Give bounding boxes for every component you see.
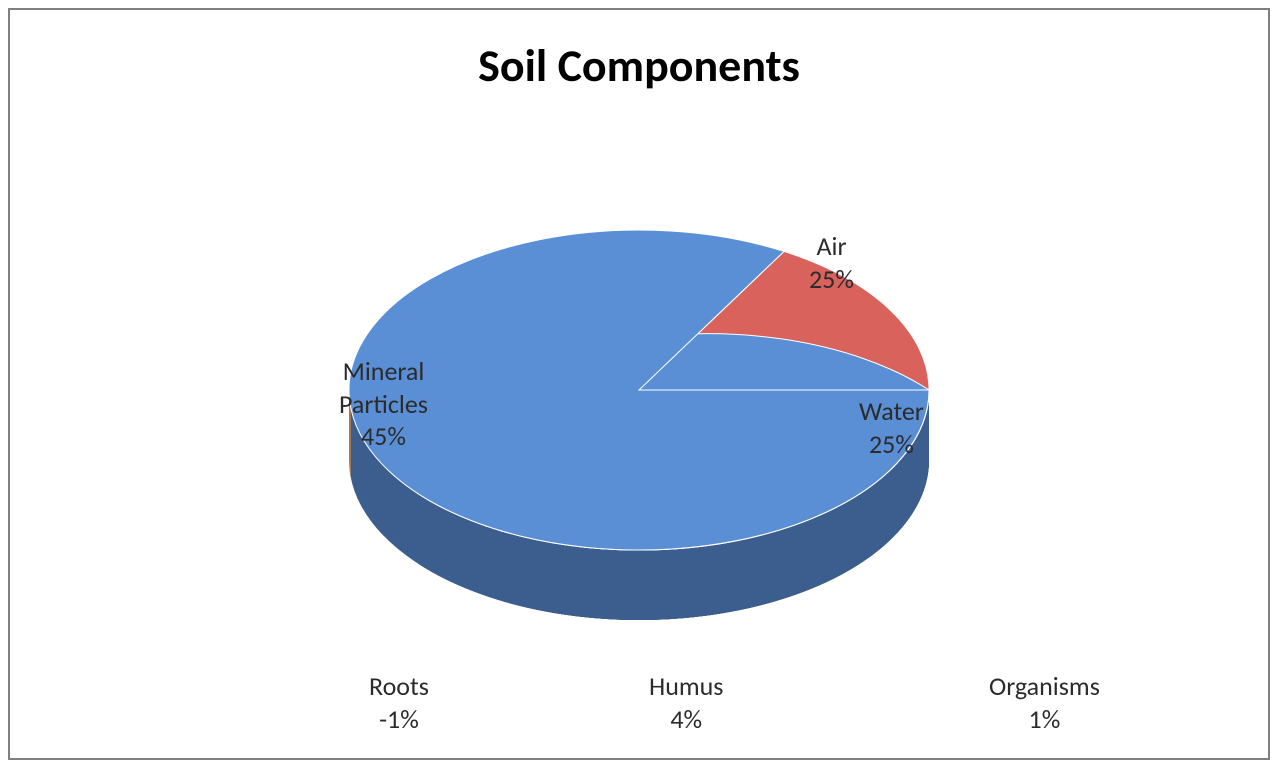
label-mineral-particles: MineralParticles45%: [339, 355, 428, 453]
chart-title: Soil Components: [10, 38, 1268, 94]
label-roots: Roots-1%: [369, 670, 429, 735]
label-humus: Humus4%: [649, 670, 723, 735]
chart-frame: Soil Components Air25% Water25% Organisms1…: [8, 8, 1270, 760]
label-water: Water25%: [859, 395, 924, 460]
label-air: Air25%: [809, 230, 854, 295]
label-organisms: Organisms1%: [989, 670, 1100, 735]
pie-chart: Air25%Water25%Organisms1%Humus4%Roots-1%…: [289, 170, 989, 730]
